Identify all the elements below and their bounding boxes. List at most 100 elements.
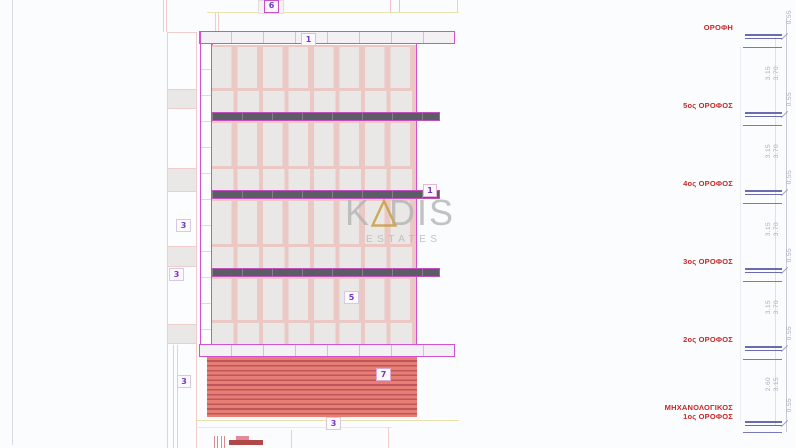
slab-line <box>743 281 782 282</box>
shutter-louvre <box>207 357 417 417</box>
slab-line <box>743 432 782 433</box>
dimension-line <box>786 18 787 432</box>
dim-slab: 0.55 <box>786 398 793 413</box>
dim-gap-clear: 3.15 <box>765 300 772 315</box>
stair-panel <box>168 324 196 344</box>
dim-slab: 0.55 <box>786 10 793 25</box>
guide-line <box>166 0 167 32</box>
roof-vent-callout: 6 <box>264 0 279 13</box>
dim-gap-total: 3.70 <box>773 300 780 315</box>
bottom-mark <box>221 436 222 448</box>
facade-callout: 5 <box>344 291 359 304</box>
floor-label-3: 3ος ΟΡΟΦΟΣ <box>683 257 733 266</box>
bottom-mark <box>217 436 218 448</box>
stair-callout-upper: 3 <box>176 219 191 232</box>
floor-label-mech-2: 1ος ΟΡΟΦΟΣ <box>683 412 733 421</box>
bottom-guide <box>291 430 292 448</box>
roof-stub <box>399 0 400 12</box>
slab-band <box>211 112 440 121</box>
top-parapet-band <box>199 31 455 44</box>
window-row-tall <box>212 123 416 166</box>
floor-label-2: 2ος ΟΡΟΦΟΣ <box>683 335 733 344</box>
stair-tower-column <box>167 32 197 448</box>
bottom-parapet-band <box>199 344 455 357</box>
window-row-tall <box>212 201 416 244</box>
slab-line <box>743 125 782 126</box>
slab-line <box>743 203 782 204</box>
ground-callout: 3 <box>326 417 341 430</box>
slab-line <box>745 421 782 423</box>
parapet-callout: 1 <box>301 32 316 46</box>
stair-callout-mid: 3 <box>169 268 184 281</box>
window-row-short <box>212 169 416 190</box>
roof-stub <box>218 13 219 32</box>
window-row-tall <box>212 47 416 88</box>
roof-guide-line <box>207 12 459 13</box>
window-frame <box>212 320 416 323</box>
window-row-short <box>212 323 416 344</box>
stair-panel <box>168 246 196 267</box>
slab-line <box>745 115 782 117</box>
slab-band <box>211 268 440 277</box>
slab-line <box>745 193 782 195</box>
slab-band <box>211 190 440 199</box>
slab-line <box>745 112 782 114</box>
dim-gap-total: 3.70 <box>773 66 780 81</box>
window-row-short <box>212 91 416 112</box>
window-grid-floor <box>212 277 416 344</box>
slab-line <box>745 346 782 348</box>
slab-line <box>745 268 782 270</box>
bottom-mark <box>224 436 225 448</box>
dim-slab: 0.55 <box>786 326 793 341</box>
guide-line <box>163 0 164 32</box>
window-frame <box>212 244 416 247</box>
dim-gap-total: 3.70 <box>773 144 780 159</box>
facade-outline-left <box>199 31 201 357</box>
dim-gap-clear: 3.15 <box>765 222 772 237</box>
stair-lower-line <box>177 345 178 448</box>
dim-gap-clear: 3.15 <box>765 144 772 159</box>
dim-slab: 0.55 <box>786 248 793 263</box>
bottom-mark <box>214 436 215 448</box>
floor-label-4: 4ος ΟΡΟΦΟΣ <box>683 179 733 188</box>
roof-stub <box>390 0 391 12</box>
window-frame <box>212 88 416 91</box>
dim-slab: 0.55 <box>786 92 793 107</box>
stair-callout-lower: 3 <box>177 375 191 388</box>
window-grid-floor <box>212 121 416 190</box>
stair-panel <box>168 89 196 109</box>
roof-stub <box>215 13 216 32</box>
ground-line-2 <box>196 427 392 428</box>
slab-line <box>743 47 782 48</box>
window-frame <box>212 45 416 47</box>
window-frame <box>212 166 416 169</box>
slab-line <box>745 34 782 36</box>
dim-slab: 0.55 <box>786 170 793 185</box>
bottom-mark-small <box>236 436 249 440</box>
extension-line <box>740 47 741 421</box>
slab-line <box>745 424 782 426</box>
facade-pilaster <box>201 44 211 344</box>
shutter-callout: 7 <box>376 368 391 381</box>
window-grid-floor <box>212 199 416 268</box>
slab-line <box>745 190 782 192</box>
page-border-line <box>12 0 13 445</box>
roof-stub <box>457 0 458 12</box>
dim-gap-total: 3.15 <box>773 377 780 392</box>
window-row-short <box>212 247 416 268</box>
floor-label-5: 5ος ΟΡΟΦΟΣ <box>683 101 733 110</box>
extension-line <box>775 37 776 425</box>
floor-label-roof: ΟΡΟΦΗ <box>703 23 733 32</box>
window-grid-floor <box>212 45 416 112</box>
slab-line <box>745 271 782 273</box>
floor-label-mech: ΜΗΧΑΝΟΛΟΓΙΚΟΣ <box>664 403 733 412</box>
window-frame <box>212 199 416 201</box>
stair-lower-line <box>173 345 174 448</box>
dim-gap-clear: 3.15 <box>765 66 772 81</box>
slab-line <box>745 349 782 351</box>
dim-gap-clear: 2.60 <box>765 377 772 392</box>
window-frame <box>212 121 416 123</box>
slab-callout: 1 <box>423 184 437 197</box>
bottom-guide <box>388 427 389 448</box>
